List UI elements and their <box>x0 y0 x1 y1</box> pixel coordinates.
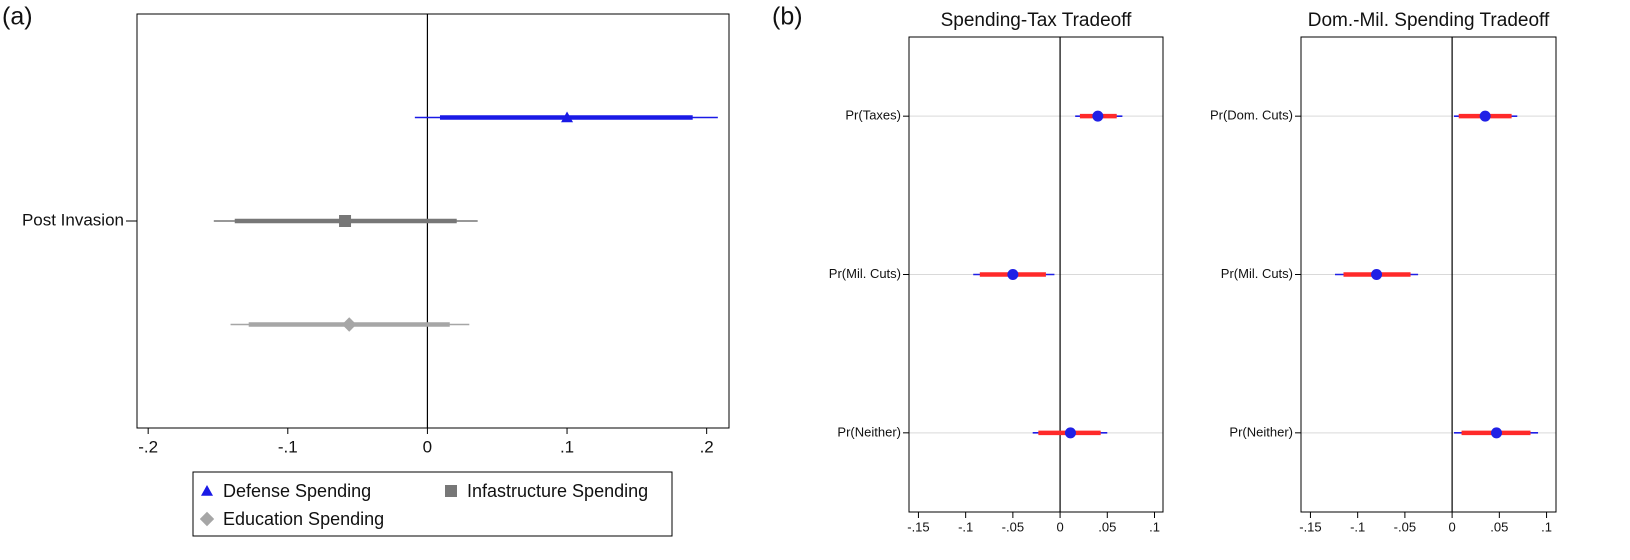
marker <box>1007 269 1019 280</box>
x-tick-label: 0 <box>1056 519 1063 534</box>
marker <box>445 485 457 497</box>
marker <box>339 215 352 227</box>
x-tick-label: .1 <box>1541 519 1552 534</box>
x-tick-label: -.1 <box>278 437 298 456</box>
x-tick-label: .1 <box>560 437 574 456</box>
chart-title: Dom.-Mil. Spending Tradeoff <box>1308 10 1550 31</box>
x-tick-label: .1 <box>1149 519 1160 534</box>
y-tick-label: Pr(Neither) <box>837 424 901 439</box>
panel-label: (a) <box>2 3 33 31</box>
legend-label: Education Spending <box>223 509 384 529</box>
marker <box>201 485 213 496</box>
y-tick-label: Pr(Mil. Cuts) <box>1221 266 1293 281</box>
x-tick-label: 0 <box>423 437 432 456</box>
x-tick-label: .05 <box>1490 519 1508 534</box>
x-tick-label: -.15 <box>1299 519 1321 534</box>
chart-title: Spending-Tax Tradeoff <box>941 10 1133 31</box>
marker <box>199 511 215 527</box>
marker <box>1479 110 1491 122</box>
marker <box>1371 269 1383 280</box>
x-tick-label: -.2 <box>138 437 158 456</box>
marker <box>561 111 574 123</box>
y-tick-label: Pr(Taxes) <box>845 108 901 123</box>
legend-label: Defense Spending <box>223 481 371 501</box>
legend-label: Infastructure Spending <box>467 481 648 501</box>
marker <box>1064 427 1076 439</box>
plot-frame <box>1300 36 1557 513</box>
x-tick-label: 0 <box>1448 519 1455 534</box>
legend-frame <box>192 471 673 537</box>
x-tick-label: .05 <box>1098 519 1116 534</box>
x-tick-label: -.05 <box>1394 519 1416 534</box>
y-tick-label: Pr(Neither) <box>1229 424 1293 439</box>
y-tick-label: Pr(Mil. Cuts) <box>829 266 901 281</box>
y-tick-label: Pr(Dom. Cuts) <box>1210 108 1293 123</box>
x-tick-label: -.05 <box>1002 519 1024 534</box>
marker <box>1092 110 1104 122</box>
marker <box>342 317 357 332</box>
x-tick-label: -.15 <box>907 519 929 534</box>
x-tick-label: .2 <box>700 437 714 456</box>
y-tick-label: Post Invasion <box>22 210 124 229</box>
plot-frame <box>136 13 730 429</box>
x-tick-label: -.1 <box>1350 519 1365 534</box>
panel-label: (b) <box>772 3 803 31</box>
marker <box>1491 427 1502 439</box>
plot-frame <box>908 36 1164 513</box>
x-tick-label: -.1 <box>958 519 973 534</box>
